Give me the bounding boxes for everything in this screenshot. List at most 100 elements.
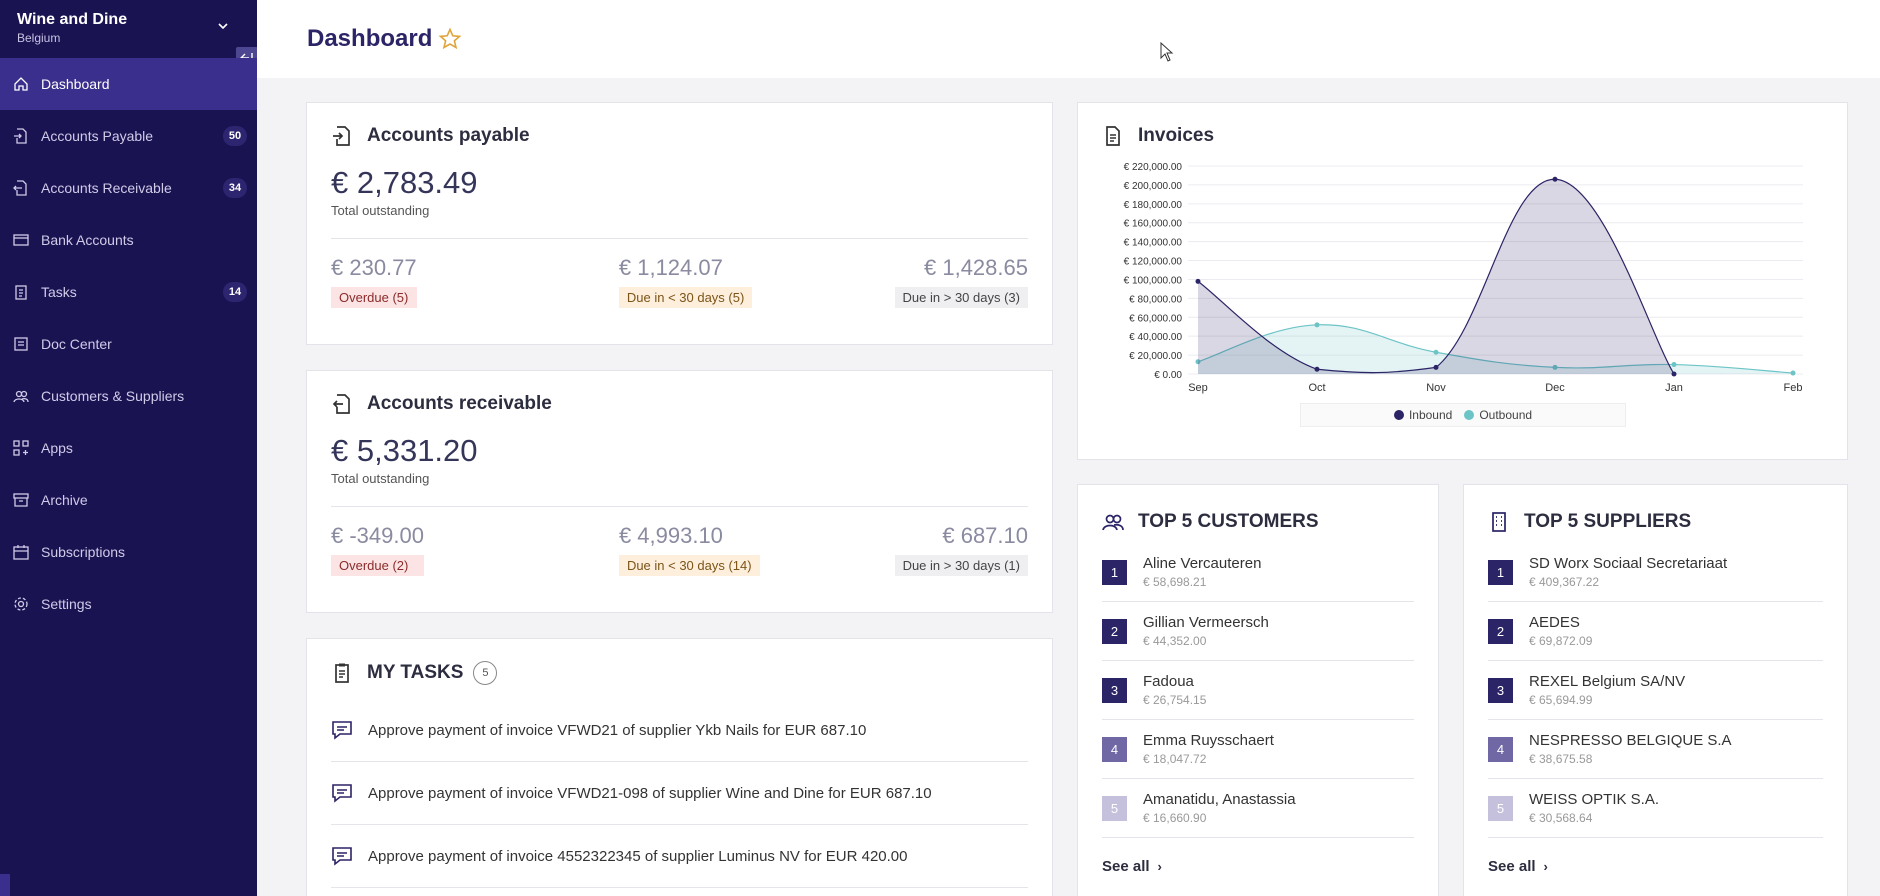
- point-outbound: [1552, 364, 1558, 370]
- sidebar-item-dashboard[interactable]: Dashboard: [0, 58, 257, 110]
- rank-badge: 3: [1488, 677, 1513, 703]
- customer-item[interactable]: 3 Fadoua € 26,754.15: [1102, 661, 1414, 720]
- supplier-item[interactable]: 4 NESPRESSO BELGIQUE S.A € 38,675.58: [1488, 720, 1823, 779]
- card-title-text: Accounts receivable: [367, 393, 552, 414]
- supplier-value: € 65,694.99: [1529, 693, 1593, 707]
- line-outbound: [1197, 324, 1794, 374]
- task-item[interactable]: Approve payment of invoice 4552322345 of…: [331, 825, 1028, 888]
- sidebar-item-subscriptions[interactable]: Subscriptions: [0, 526, 257, 578]
- sidebar: Wine and Dine Belgium Dashboard Accounts…: [0, 0, 258, 896]
- overdue-group[interactable]: € -349.00 Overdue (2): [331, 523, 424, 576]
- sidebar-item-customers-suppliers[interactable]: Customers & Suppliers: [0, 370, 257, 422]
- see-all-suppliers-link[interactable]: See all ›: [1488, 858, 1823, 875]
- task-text: Approve payment of invoice 4552322345 of…: [368, 847, 908, 865]
- chart-legend: Inbound Outbound: [1300, 403, 1626, 427]
- sidebar-item-label: Customers & Suppliers: [41, 388, 185, 404]
- y-tick-label: € 20,000.00: [1129, 351, 1182, 362]
- breakdown: € -349.00 Overdue (2) € 4,993.10 Due in …: [331, 523, 1028, 576]
- due-later-group[interactable]: € 687.10 Due in > 30 days (1): [894, 523, 1028, 576]
- breakdown: € 230.77 Overdue (5) € 1,124.07 Due in <…: [331, 255, 1028, 308]
- legend-entry-inbound[interactable]: Inbound: [1393, 408, 1453, 422]
- point-inbound: [1433, 364, 1439, 370]
- customer-item[interactable]: 2 Gillian Vermeersch € 44,352.00: [1102, 602, 1414, 661]
- legend-entry-outbound[interactable]: Outbound: [1464, 408, 1532, 422]
- supplier-item[interactable]: 3 REXEL Belgium SA/NV € 65,694.99: [1488, 661, 1823, 720]
- sidebar-item-label: Bank Accounts: [41, 232, 134, 248]
- comment-icon: [332, 721, 352, 740]
- file-out-icon: [332, 394, 350, 414]
- customer-value: € 16,660.90: [1143, 811, 1207, 825]
- supplier-item[interactable]: 1 SD Worx Sociaal Secretariaat € 409,367.…: [1488, 543, 1823, 602]
- y-tick-label: € 80,000.00: [1129, 294, 1182, 305]
- task-item[interactable]: Approve payment of invoice VFWD21-098 of…: [331, 762, 1028, 825]
- legend-dot: [1464, 410, 1475, 420]
- card-title: TOP 5 SUPPLIERS: [1488, 511, 1823, 533]
- customer-name: Amanatidu, Anastassia: [1143, 791, 1296, 808]
- file-in-icon: [13, 128, 29, 144]
- supplier-item[interactable]: 2 AEDES € 69,872.09: [1488, 602, 1823, 661]
- sidebar-item-accounts-receivable[interactable]: Accounts Receivable 34: [0, 162, 257, 214]
- supplier-name: NESPRESSO BELGIQUE S.A: [1529, 732, 1732, 749]
- overdue-amount: € -349.00: [331, 523, 424, 548]
- task-text: Approve payment of invoice VFWD21 of sup…: [368, 721, 867, 739]
- customer-value: € 58,698.21: [1143, 575, 1207, 589]
- due-soon-tag: Due in < 30 days (14): [618, 555, 760, 576]
- sidebar-item-label: Archive: [41, 492, 88, 508]
- sidebar-item-tasks[interactable]: Tasks 14: [0, 266, 257, 318]
- x-tick-label: Oct: [1308, 382, 1325, 394]
- sidebar-item-bank-accounts[interactable]: Bank Accounts: [0, 214, 257, 266]
- chevron-down-icon[interactable]: [217, 20, 229, 32]
- top-customers-card: TOP 5 CUSTOMERS 1 Aline Vercauteren € 58,…: [1077, 484, 1439, 896]
- card-title-text: MY TASKS: [367, 662, 464, 683]
- due-soon-amount: € 4,993.10: [618, 523, 723, 548]
- sidebar-footer-handle[interactable]: [0, 874, 10, 896]
- point-inbound: [1314, 366, 1320, 372]
- y-tick-label: € 100,000.00: [1124, 275, 1183, 286]
- count-badge: 34: [223, 178, 247, 198]
- archive-icon: [13, 492, 29, 508]
- due-soon-group[interactable]: € 1,124.07 Due in < 30 days (5): [618, 255, 753, 308]
- sidebar-item-accounts-payable[interactable]: Accounts Payable 50: [0, 110, 257, 162]
- sidebar-item-settings[interactable]: Settings: [0, 578, 257, 630]
- total-outstanding-amount: € 5,331.20: [331, 433, 478, 468]
- star-icon[interactable]: [438, 27, 462, 51]
- total-outstanding-amount: € 2,783.49: [331, 165, 478, 200]
- legend-dot: [1393, 410, 1404, 420]
- customer-name: Emma Ruysschaert: [1143, 732, 1274, 749]
- customer-item[interactable]: 4 Emma Ruysschaert € 18,047.72: [1102, 720, 1414, 779]
- due-later-group[interactable]: € 1,428.65 Due in > 30 days (3): [894, 255, 1028, 308]
- rank-badge: 2: [1102, 618, 1127, 644]
- chevron-right-icon: ›: [1157, 859, 1162, 874]
- area-outbound: [1198, 324, 1793, 374]
- top-suppliers-card: TOP 5 SUPPLIERS 1 SD Worx Sociaal Secret…: [1463, 484, 1848, 896]
- task-item[interactable]: Approve payment of invoice VFWD21 of sup…: [331, 699, 1028, 762]
- point-outbound: [1790, 370, 1796, 376]
- point-outbound: [1671, 362, 1677, 368]
- sidebar-item-apps[interactable]: Apps: [0, 422, 257, 474]
- calendar-icon: [13, 544, 29, 560]
- file-in-icon: [333, 126, 350, 146]
- org-switcher[interactable]: Wine and Dine Belgium: [0, 0, 257, 58]
- due-soon-group[interactable]: € 4,993.10 Due in < 30 days (14): [618, 523, 760, 576]
- file-out-icon: [13, 180, 29, 196]
- customer-value: € 26,754.15: [1143, 693, 1207, 707]
- sidebar-item-archive[interactable]: Archive: [0, 474, 257, 526]
- accounts-payable-card: Accounts payable € 2,783.49 Total outsta…: [306, 102, 1053, 345]
- users-icon: [13, 388, 29, 404]
- sidebar-item-doc-center[interactable]: Doc Center: [0, 318, 257, 370]
- due-soon-amount: € 1,124.07: [618, 255, 723, 280]
- customer-item[interactable]: 5 Amanatidu, Anastassia € 16,660.90: [1102, 779, 1414, 838]
- legend-label: Inbound: [1408, 408, 1453, 422]
- customer-item[interactable]: 1 Aline Vercauteren € 58,698.21: [1102, 543, 1414, 602]
- see-all-label: See all: [1102, 858, 1150, 875]
- rank-badge: 2: [1488, 618, 1513, 644]
- overdue-group[interactable]: € 230.77 Overdue (5): [331, 255, 417, 308]
- org-country: Belgium: [17, 31, 61, 45]
- see-all-customers-link[interactable]: See all ›: [1102, 858, 1414, 875]
- doc-center-icon: [13, 336, 29, 352]
- point-outbound: [1195, 359, 1201, 365]
- due-later-tag: Due in > 30 days (1): [894, 555, 1028, 576]
- rank-badge: 5: [1488, 795, 1513, 821]
- supplier-item[interactable]: 5 WEISS OPTIK S.A. € 30,568.64: [1488, 779, 1823, 838]
- divider: [331, 238, 1028, 239]
